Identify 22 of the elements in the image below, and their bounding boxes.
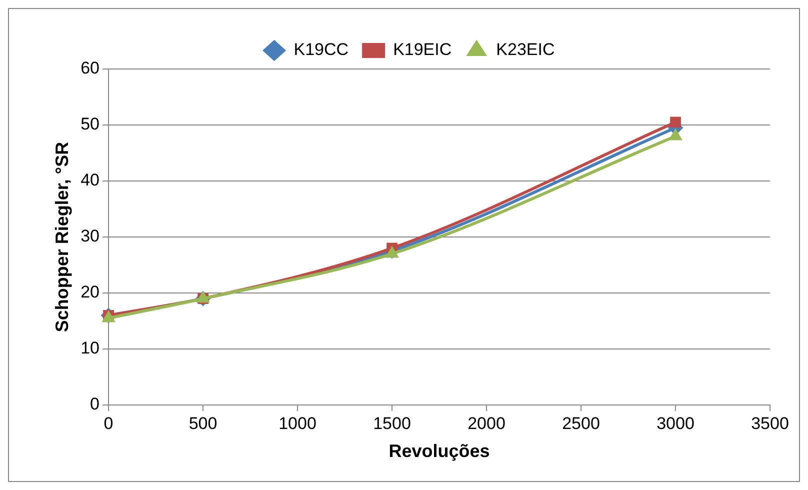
legend-label: K19CC [294,40,349,60]
y-tick-label: 20 [80,282,100,302]
x-tick-label: 500 [188,414,218,433]
y-axis-title: Schopper Riegler, °SR [52,142,72,332]
y-tick-label: 60 [80,58,100,78]
x-tick-label: 1000 [278,414,316,433]
y-tick-label: 10 [80,338,100,358]
x-tick-label: 2500 [562,414,600,433]
legend-label: K23EIC [496,40,555,60]
x-tick-label: 0 [104,414,114,433]
x-tick-label: 3500 [751,414,789,433]
y-tick-label: 50 [80,114,100,134]
y-tick-label: 0 [90,394,100,414]
x-tick-label: 1500 [373,414,411,433]
point [670,116,681,128]
y-tick-label: 40 [80,170,100,190]
x-tick-label: 2000 [468,414,506,433]
legend-label: K19EIC [393,40,452,60]
x-tick-label: 3000 [656,414,694,433]
y-tick-label: 30 [80,226,100,246]
x-axis-title: Revoluções [388,441,490,462]
point [385,246,399,258]
